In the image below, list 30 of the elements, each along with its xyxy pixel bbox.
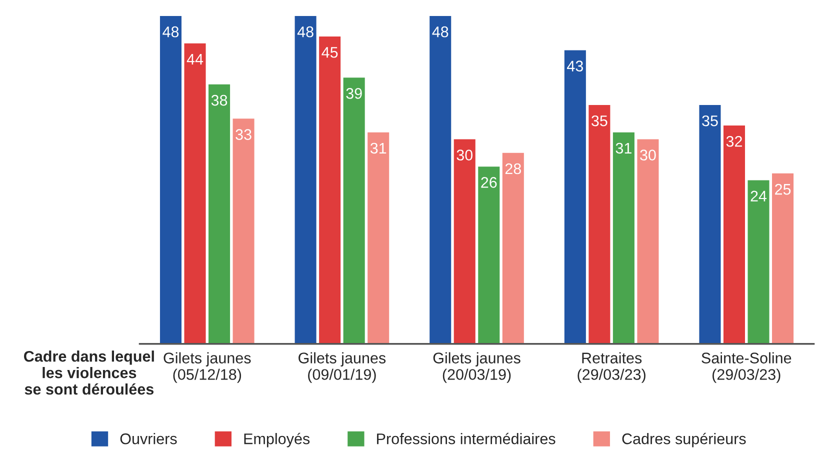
- data-label: 30: [640, 150, 656, 160]
- data-label: 43: [567, 60, 583, 72]
- data-label: 31: [370, 142, 386, 154]
- data-label: 24: [750, 190, 767, 202]
- data-label: 45: [322, 47, 338, 58]
- legend-label: Professions intermédiaires: [377, 432, 556, 444]
- data-label: 48: [162, 26, 179, 38]
- x-axis-title: Cadre dans lequel les violences se sont déroulées: [24, 350, 154, 395]
- data-label: 33: [236, 129, 252, 140]
- data-label: 35: [702, 115, 718, 126]
- data-label: 26: [481, 177, 497, 188]
- legend-label: Employés: [244, 432, 310, 448]
- data-label: 39: [346, 88, 362, 99]
- x-tick-label: Sainte-Soline (29/03/23): [702, 352, 792, 383]
- data-label: 35: [592, 115, 608, 126]
- data-label: 28: [505, 163, 521, 174]
- x-tick-label: Retraites (29/03/23): [578, 352, 646, 383]
- x-tick-label: Gilets jaunes (09/01/19): [298, 352, 386, 383]
- legend-label: Cadres supérieurs: [622, 432, 746, 448]
- data-label: 32: [726, 136, 742, 147]
- data-label: 44: [186, 54, 204, 64]
- data-label: 31: [616, 142, 632, 154]
- x-tick-label: Gilets jaunes (20/03/19): [433, 352, 520, 383]
- data-label: 48: [297, 26, 314, 38]
- data-label: 48: [432, 26, 448, 38]
- data-label: 38: [211, 94, 228, 106]
- x-tick-label: Gilets jaunes (05/12/18): [164, 352, 251, 383]
- legend-label: Ouvriers: [120, 433, 177, 444]
- data-label: 30: [456, 150, 473, 160]
- data-label: 25: [775, 184, 791, 195]
